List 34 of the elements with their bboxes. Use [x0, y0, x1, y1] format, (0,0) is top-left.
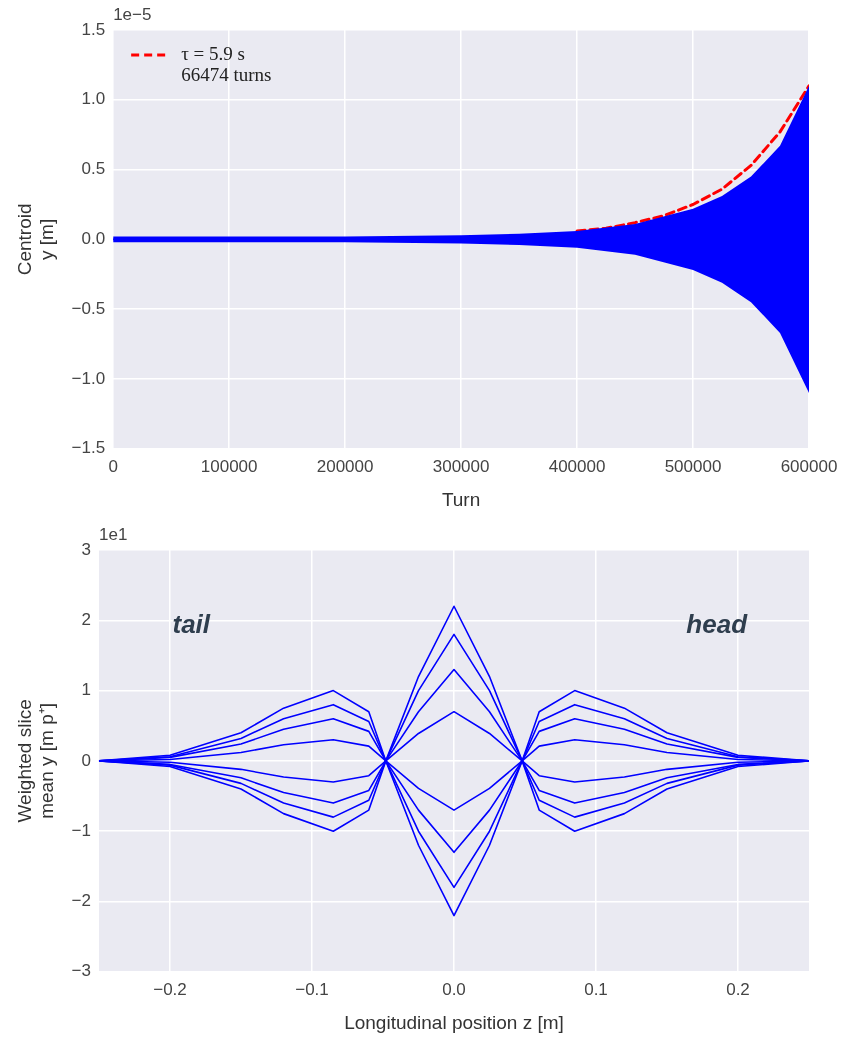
y-tick-label: −2: [71, 891, 91, 911]
y-tick-label: 3: [81, 539, 91, 559]
y-tick-label: 1.0: [81, 89, 106, 109]
x-tick-label: −0.1: [295, 979, 329, 999]
y-axis-title: Centroid y [m]: [13, 203, 58, 276]
text: 1e1: [98, 525, 128, 545]
annotation: head: [686, 609, 749, 640]
x-tick-label: 500000: [664, 456, 722, 476]
y-tick-label: −3: [71, 961, 91, 981]
x-axis-title: Turn: [441, 488, 481, 510]
x-tick-label: −0.2: [153, 979, 187, 999]
legend-label: τ = 5.9 s 66474 turns: [181, 42, 272, 85]
y-tick-label: 0: [81, 750, 91, 770]
x-axis-title: Longitudinal position z [m]: [344, 1011, 564, 1033]
annotation: tail: [172, 609, 211, 640]
x-tick-label: 400000: [548, 456, 606, 476]
y-tick-label: −1.5: [71, 438, 106, 458]
text: 1e−5: [113, 5, 152, 25]
y-tick-label: −1.0: [71, 368, 106, 388]
y-tick-label: −0.5: [71, 298, 106, 318]
x-tick-label: 100000: [200, 456, 258, 476]
x-tick-label: 200000: [316, 456, 374, 476]
y-tick-label: 2: [81, 609, 91, 629]
y-tick-label: 1: [81, 680, 91, 700]
x-tick-label: 0.1: [584, 979, 608, 999]
x-tick-label: 600000: [780, 456, 838, 476]
y-tick-label: 0.5: [81, 159, 106, 179]
y-tick-label: −1: [71, 820, 91, 840]
y-tick-label: 1.5: [81, 19, 106, 39]
x-tick-label: 0.2: [726, 979, 750, 999]
y-tick-label: 0.0: [81, 229, 106, 249]
x-tick-label: 0.0: [442, 979, 466, 999]
y-axis-title: Weighted slice mean y [m p⁺]: [13, 699, 58, 823]
x-tick-label: 300000: [432, 456, 490, 476]
